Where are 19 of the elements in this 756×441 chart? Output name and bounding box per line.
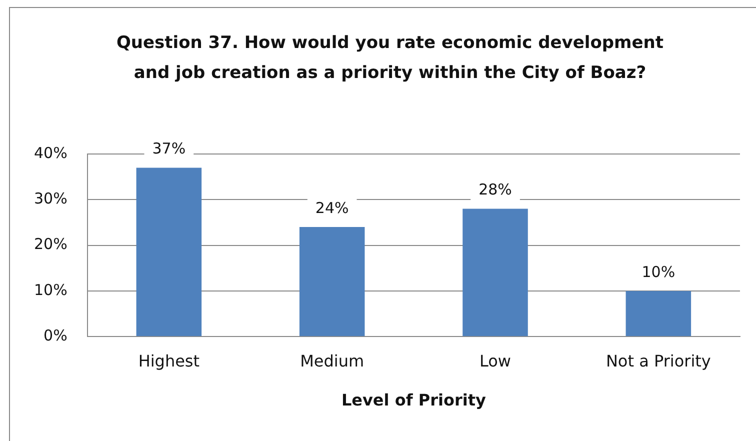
data-label: 10% — [642, 262, 676, 281]
y-tick-label: 0% — [44, 326, 68, 344]
data-label: 37% — [152, 140, 186, 158]
data-label: 24% — [315, 198, 349, 217]
y-tick-label: 20% — [34, 235, 68, 254]
data-label: 28% — [478, 180, 512, 199]
x-tick-label: Not a Priority — [606, 351, 711, 370]
x-tick-label: Low — [479, 351, 512, 370]
bar — [136, 168, 202, 336]
bar — [626, 290, 692, 336]
x-tick-label: Highest — [138, 351, 200, 370]
y-tick-label: 30% — [34, 190, 68, 208]
y-tick-label: 40% — [34, 144, 68, 162]
x-tick-label: Medium — [300, 351, 364, 370]
x-axis-title: Level of Priority — [341, 390, 486, 410]
bar — [462, 208, 528, 336]
y-tick-label: 10% — [34, 280, 68, 299]
chart-title: Question 37. How would you rate economic development and job creation as a priority within the City of Boaz? — [115, 32, 665, 85]
bar — [299, 227, 365, 336]
